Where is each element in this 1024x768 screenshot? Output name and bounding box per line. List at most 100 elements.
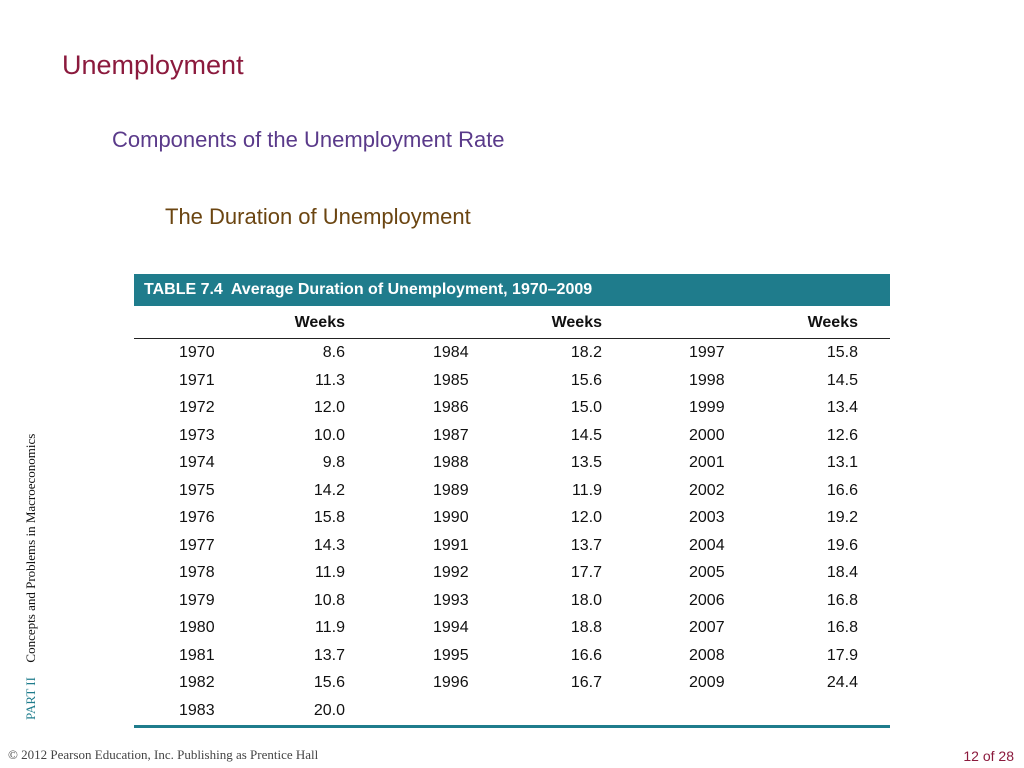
weeks-cell: 13.7 <box>570 536 602 554</box>
year-cell: 1991 <box>433 536 469 554</box>
weeks-cell: 15.0 <box>570 399 602 416</box>
year-cell: 2002 <box>689 481 725 499</box>
slide-subtitle: Components of the Unemployment Rate <box>112 127 505 152</box>
column-header-weeks-3: Weeks <box>807 314 858 331</box>
weeks-cell: 18.8 <box>570 619 602 636</box>
weeks-cell: 18.2 <box>570 344 602 361</box>
year-cell: 1987 <box>433 426 469 444</box>
year-cell: 1983 <box>179 701 215 719</box>
year-cell: 1985 <box>433 371 469 389</box>
year-cell: 2006 <box>689 591 725 609</box>
year-cell: 2005 <box>689 564 725 581</box>
year-cell: 1981 <box>179 646 215 664</box>
table-row: 1973 10.0 1987 14.5 2000 12.6 <box>134 422 890 450</box>
year-cell: 1996 <box>433 674 469 691</box>
year-cell: 1982 <box>179 674 215 691</box>
weeks-cell: 14.2 <box>313 481 345 499</box>
weeks-cell: 19.2 <box>826 509 858 526</box>
weeks-cell: 13.4 <box>826 399 858 416</box>
weeks-cell: 17.7 <box>570 564 602 581</box>
year-cell: 1978 <box>179 564 215 581</box>
table-row: 1970 8.6 1984 18.2 1997 15.8 <box>134 339 890 367</box>
weeks-cell: 12.0 <box>570 509 602 526</box>
slide-title: Unemployment <box>62 50 244 80</box>
table-row: 1971 11.3 1985 15.6 1998 14.5 <box>134 367 890 395</box>
weeks-cell: 13.1 <box>826 454 858 471</box>
table-row: 1983 20.0 <box>134 697 890 725</box>
weeks-cell: 8.6 <box>322 344 345 361</box>
year-cell: 1995 <box>433 646 469 664</box>
table-row: 1975 14.2 1989 11.9 2002 16.6 <box>134 477 890 505</box>
year-cell: 1990 <box>433 509 469 526</box>
weeks-cell: 14.5 <box>570 426 602 444</box>
page-indicator: 12 of 28 <box>963 748 1014 764</box>
weeks-cell: 15.6 <box>570 371 602 389</box>
copyright-notice: © 2012 Pearson Education, Inc. Publishin… <box>8 747 319 762</box>
year-cell: 1999 <box>689 399 725 416</box>
weeks-cell: 20.0 <box>313 701 345 719</box>
year-cell: 1972 <box>179 399 215 416</box>
table-caption-label: TABLE 7.4 <box>144 281 223 298</box>
weeks-cell: 11.9 <box>315 619 345 636</box>
weeks-cell: 14.3 <box>313 536 345 554</box>
year-cell: 1974 <box>179 454 215 471</box>
weeks-cell: 24.4 <box>826 674 858 691</box>
column-header-weeks-1: Weeks <box>294 314 345 331</box>
year-cell: 1977 <box>179 536 215 554</box>
weeks-cell: 16.8 <box>826 619 858 636</box>
year-cell: 1989 <box>433 481 469 499</box>
year-cell: 2003 <box>689 509 725 526</box>
weeks-cell: 16.8 <box>826 591 858 609</box>
book-sidebar: PART II Concepts and Problems in Macroec… <box>23 434 39 720</box>
table-row: 1982 15.6 1996 16.7 2009 24.4 <box>134 669 890 697</box>
year-cell: 1975 <box>179 481 215 499</box>
year-cell: 1994 <box>433 619 469 636</box>
slide-subsubtitle: The Duration of Unemployment <box>165 204 471 229</box>
column-header-weeks-2: Weeks <box>551 314 602 331</box>
year-cell: 2004 <box>689 536 725 554</box>
weeks-cell: 16.6 <box>570 646 602 664</box>
year-cell: 1979 <box>179 591 215 609</box>
weeks-cell: 16.6 <box>826 481 858 499</box>
year-cell: 1988 <box>433 454 469 471</box>
table-body: 1970 8.6 1984 18.2 1997 15.8 1971 11.3 1985 15.6 1… <box>134 339 890 724</box>
weeks-cell: 12.0 <box>313 399 345 416</box>
year-cell: 1973 <box>179 426 215 444</box>
weeks-cell: 9.8 <box>322 454 345 471</box>
weeks-cell: 15.8 <box>313 509 345 526</box>
year-cell: 1997 <box>689 344 725 361</box>
table-caption: TABLE 7.4 Average Duration of Unemployme… <box>134 274 890 306</box>
year-cell: 1993 <box>433 591 469 609</box>
weeks-cell: 11.9 <box>315 564 345 581</box>
weeks-cell: 10.0 <box>313 426 345 444</box>
table-row: 1974 9.8 1988 13.5 2001 13.1 <box>134 449 890 477</box>
year-cell: 1971 <box>179 371 215 389</box>
table-row: 1972 12.0 1986 15.0 1999 13.4 <box>134 394 890 422</box>
year-cell: 2007 <box>689 619 725 636</box>
weeks-cell: 15.6 <box>313 674 345 691</box>
weeks-cell: 11.9 <box>572 481 602 499</box>
table-row: 1978 11.9 1992 17.7 2005 18.4 <box>134 559 890 587</box>
table-bottom-rule <box>134 725 890 728</box>
weeks-cell: 14.5 <box>826 371 858 389</box>
table-row: 1976 15.8 1990 12.0 2003 19.2 <box>134 504 890 532</box>
table-row: 1979 10.8 1993 18.0 2006 16.8 <box>134 587 890 615</box>
weeks-cell: 15.8 <box>826 344 858 361</box>
year-cell: 2001 <box>689 454 725 471</box>
year-cell: 2008 <box>689 646 725 664</box>
table-row: 1981 13.7 1995 16.6 2008 17.9 <box>134 642 890 670</box>
weeks-cell: 18.4 <box>826 564 858 581</box>
weeks-cell: 11.3 <box>315 371 345 389</box>
year-cell: 1984 <box>433 344 469 361</box>
year-cell: 1986 <box>433 399 469 416</box>
year-cell: 1992 <box>433 564 469 581</box>
year-cell: 2000 <box>689 426 725 444</box>
weeks-cell: 13.7 <box>313 646 345 664</box>
weeks-cell: 13.5 <box>570 454 602 471</box>
weeks-cell: 12.6 <box>826 426 858 444</box>
part-label: PART II <box>23 677 38 720</box>
weeks-cell: 18.0 <box>570 591 602 609</box>
table-row: 1977 14.3 1991 13.7 2004 19.6 <box>134 532 890 560</box>
table-row: 1980 11.9 1994 18.8 2007 16.8 <box>134 614 890 642</box>
year-cell: 1976 <box>179 509 215 526</box>
